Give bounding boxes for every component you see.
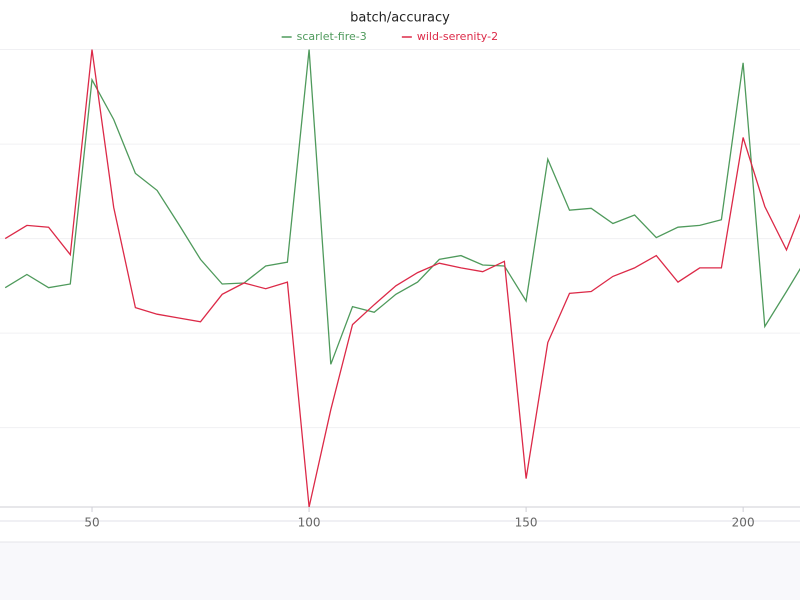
x-tick-label: 200 — [732, 516, 755, 530]
series-line — [4, 49, 800, 508]
series-line — [4, 49, 800, 365]
grid — [0, 49, 800, 429]
legend: scarlet-fire-3 wild-serenity-2 — [281, 30, 498, 43]
legend-label: wild-serenity-2 — [417, 30, 498, 43]
x-tick-label: 50 — [84, 516, 99, 530]
x-tick-label: 100 — [298, 516, 321, 530]
legend-label: scarlet-fire-3 — [297, 30, 367, 43]
x-ticks: 50 100 150 200 — [84, 507, 755, 530]
chart-title: batch/accuracy — [350, 11, 450, 26]
x-tick-label: 150 — [515, 516, 538, 530]
footer-panel — [0, 542, 800, 600]
plot-area — [4, 49, 800, 508]
